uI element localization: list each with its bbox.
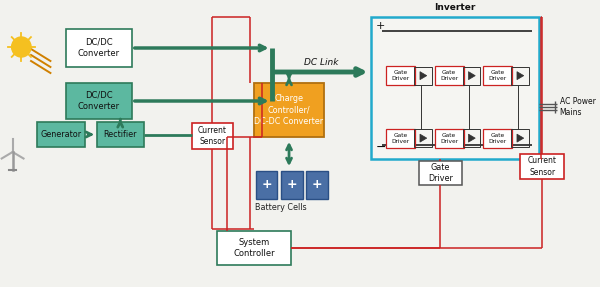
Text: AC Power
Mains: AC Power Mains [560, 97, 596, 117]
Bar [386, 129, 415, 148]
Polygon shape [517, 134, 524, 142]
Bar [419, 161, 461, 185]
Bar [192, 123, 233, 149]
Bar [414, 129, 431, 147]
Text: Gate
Driver: Gate Driver [392, 133, 410, 144]
Bar [414, 67, 431, 85]
Text: DC Link: DC Link [304, 58, 338, 67]
Circle shape [11, 37, 31, 57]
Bar [434, 129, 464, 148]
Polygon shape [469, 134, 475, 142]
Text: Inverter: Inverter [434, 3, 476, 12]
Text: +: + [262, 179, 272, 191]
Text: Gate
Driver: Gate Driver [488, 133, 506, 144]
Bar [511, 129, 529, 147]
Text: DC/DC
Converter: DC/DC Converter [78, 91, 120, 111]
Bar [254, 83, 324, 137]
Bar [37, 122, 85, 147]
Text: −: − [376, 141, 386, 154]
Bar [463, 67, 480, 85]
Bar [371, 17, 539, 159]
Bar [520, 154, 565, 179]
Text: Current
Sensor: Current Sensor [527, 156, 557, 177]
Text: Gate
Driver: Gate Driver [440, 133, 458, 144]
Text: Gate
Driver: Gate Driver [392, 70, 410, 81]
Text: Rectifier: Rectifier [104, 130, 137, 139]
Bar [386, 66, 415, 85]
Text: +: + [312, 179, 322, 191]
Text: System
Controller: System Controller [233, 238, 275, 258]
Text: +: + [287, 179, 297, 191]
Text: Charge
Controller/
DC-DC Converter: Charge Controller/ DC-DC Converter [254, 94, 323, 126]
Text: Battery Cells: Battery Cells [256, 203, 307, 212]
Text: Gate
Driver: Gate Driver [488, 70, 506, 81]
Bar [97, 122, 143, 147]
Text: Generator: Generator [41, 130, 82, 139]
Polygon shape [420, 72, 427, 80]
Bar [511, 67, 529, 85]
Bar [483, 129, 512, 148]
Bar [281, 171, 302, 199]
Bar [463, 129, 480, 147]
Bar [66, 29, 132, 67]
Polygon shape [517, 72, 524, 80]
Text: Gate
Driver: Gate Driver [428, 163, 453, 183]
Bar [307, 171, 328, 199]
Text: DC/DC
Converter: DC/DC Converter [78, 38, 120, 58]
Text: Gate
Driver: Gate Driver [440, 70, 458, 81]
Bar [256, 171, 277, 199]
Bar [66, 83, 132, 119]
Polygon shape [420, 134, 427, 142]
Polygon shape [469, 72, 475, 80]
Text: +: + [376, 21, 385, 31]
Bar [217, 231, 291, 265]
Text: Current
Sensor: Current Sensor [198, 126, 227, 146]
Bar [434, 66, 464, 85]
Bar [483, 66, 512, 85]
